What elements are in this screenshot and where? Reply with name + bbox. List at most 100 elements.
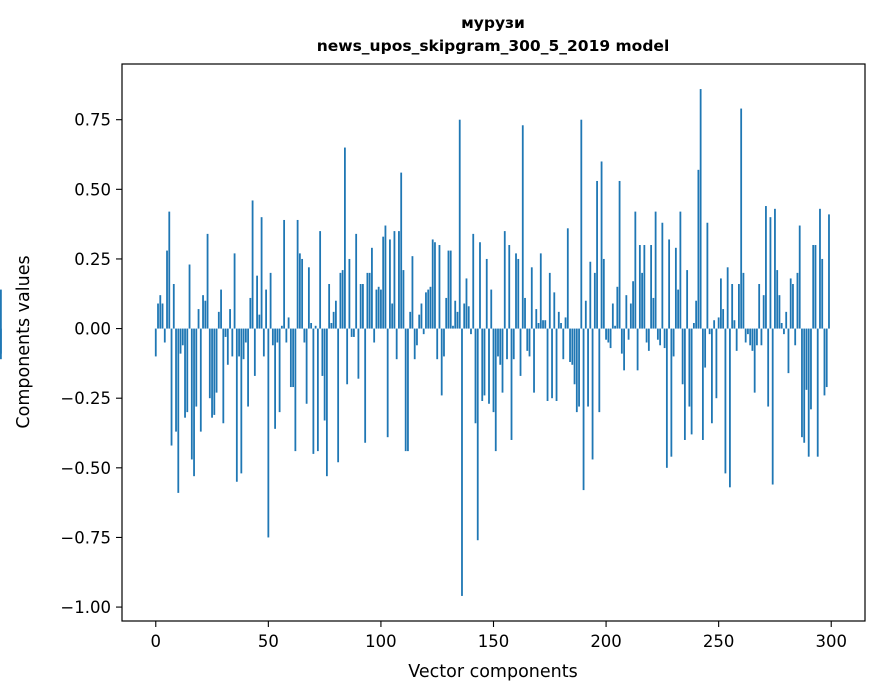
chart-title: мурузи xyxy=(461,14,525,32)
bar xyxy=(307,267,310,329)
bar xyxy=(729,328,731,488)
bar xyxy=(656,328,659,340)
bar xyxy=(564,317,567,329)
bar xyxy=(357,328,360,379)
bar xyxy=(422,328,425,335)
bar xyxy=(461,328,463,596)
bar xyxy=(767,328,770,407)
bar xyxy=(819,208,821,329)
bar xyxy=(472,233,475,329)
bar xyxy=(681,328,684,385)
bar xyxy=(231,328,234,357)
bar xyxy=(395,328,398,360)
bar xyxy=(735,328,738,351)
bar xyxy=(238,328,240,357)
bar xyxy=(393,231,396,329)
bar xyxy=(298,253,301,329)
bar xyxy=(812,245,815,329)
bar xyxy=(787,328,790,374)
bar xyxy=(765,206,767,329)
bar xyxy=(774,208,776,329)
bar xyxy=(713,320,716,329)
bar xyxy=(224,328,227,337)
x-axis-ticks: 0 50 100 150 200 250 300 xyxy=(151,621,847,651)
bar xyxy=(654,211,657,329)
bar xyxy=(325,328,328,477)
bar xyxy=(420,303,423,329)
bar xyxy=(287,317,290,329)
bar xyxy=(814,245,817,329)
bar xyxy=(695,300,698,329)
bar xyxy=(398,231,400,329)
bar xyxy=(706,222,709,329)
bar xyxy=(456,311,459,329)
bar xyxy=(674,247,677,329)
bar xyxy=(206,233,209,329)
bar xyxy=(303,328,306,343)
bar xyxy=(546,328,549,401)
bar xyxy=(375,289,378,329)
bar xyxy=(738,284,740,329)
bar xyxy=(645,328,648,343)
bar xyxy=(296,219,299,329)
bar xyxy=(170,328,173,446)
bar xyxy=(265,289,267,329)
x-tick-label: 300 xyxy=(815,632,847,651)
bar xyxy=(163,328,166,343)
bar xyxy=(647,328,650,351)
bar xyxy=(337,328,340,463)
bar xyxy=(202,295,204,329)
bar xyxy=(427,289,430,329)
bar xyxy=(724,328,727,474)
bar xyxy=(778,295,781,329)
bar xyxy=(440,328,443,396)
bar xyxy=(726,267,729,329)
bar xyxy=(244,328,247,343)
bar xyxy=(776,270,779,329)
bar xyxy=(557,311,560,329)
bar xyxy=(798,225,801,329)
bar xyxy=(490,289,493,329)
bar xyxy=(499,328,502,365)
bar xyxy=(443,328,445,357)
chart-subtitle: news_upos_skipgram_300_5_2019 model xyxy=(317,37,670,55)
bar xyxy=(679,211,682,329)
x-tick-label: 0 xyxy=(151,632,162,651)
bar xyxy=(701,328,704,440)
bar xyxy=(539,253,542,329)
bar xyxy=(704,328,707,368)
bar xyxy=(584,300,587,329)
bar xyxy=(690,328,693,435)
bar xyxy=(328,284,331,329)
bar xyxy=(632,281,634,329)
bar xyxy=(190,328,193,460)
bar xyxy=(229,309,231,329)
y-tick-label: 0.50 xyxy=(74,180,111,199)
bar xyxy=(366,272,369,329)
bar xyxy=(368,272,371,329)
bar xyxy=(458,119,461,329)
bar xyxy=(166,250,168,329)
bar xyxy=(575,328,578,413)
bar xyxy=(384,225,387,329)
bar xyxy=(373,328,376,343)
bar xyxy=(614,325,616,329)
bar xyxy=(454,300,457,329)
y-tick-label: 0.75 xyxy=(74,111,111,130)
bar xyxy=(661,222,664,329)
bar xyxy=(823,328,826,396)
bar xyxy=(476,328,479,541)
bar xyxy=(634,211,637,329)
bar xyxy=(220,289,222,329)
bar xyxy=(751,328,754,351)
bar xyxy=(260,217,263,329)
bar xyxy=(618,180,621,329)
bar xyxy=(470,328,472,335)
bar xyxy=(609,328,612,349)
bar xyxy=(0,328,2,360)
bar xyxy=(172,284,175,329)
bar xyxy=(411,256,414,329)
bar xyxy=(796,272,799,329)
bar xyxy=(289,328,292,388)
y-tick-label: −0.75 xyxy=(60,528,111,547)
